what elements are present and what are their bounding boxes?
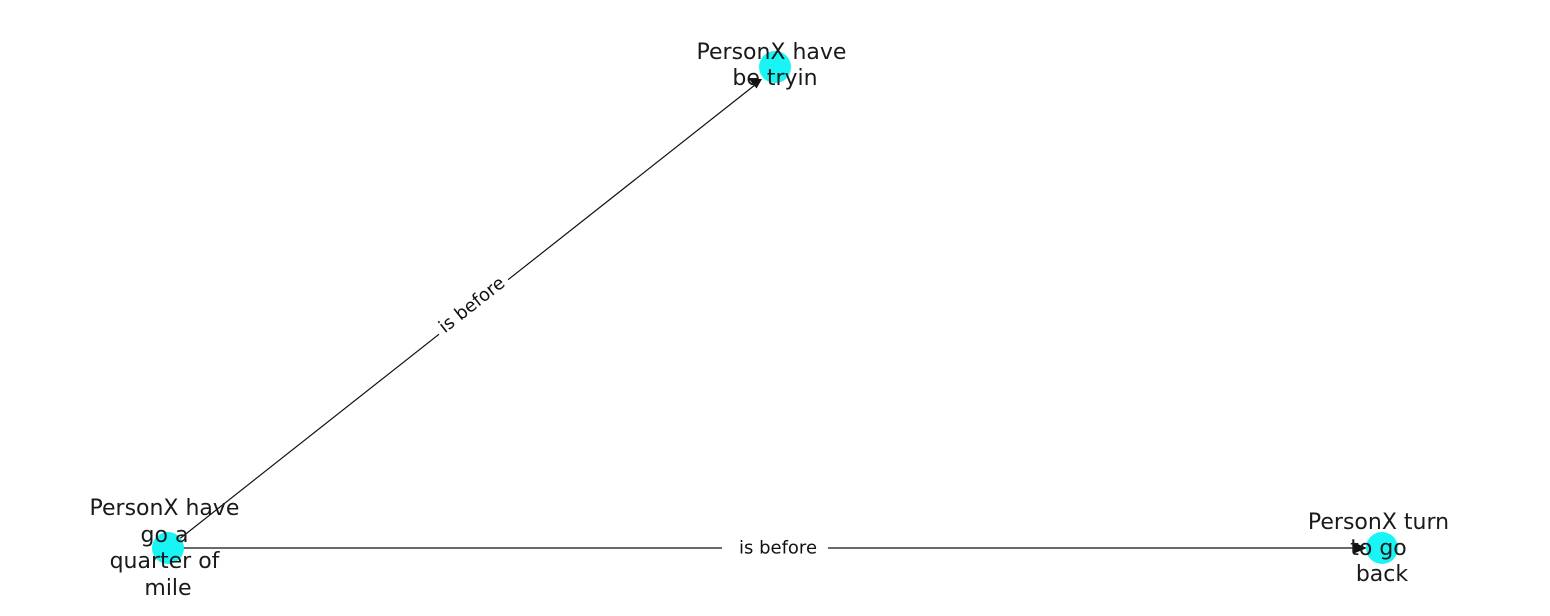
node-n1: PersonX have go a quarter of mile bbox=[90, 496, 247, 601]
edge-n1-n3: is before bbox=[168, 534, 1367, 562]
node-circle bbox=[152, 532, 184, 564]
node-circle bbox=[759, 51, 791, 83]
node-label: PersonX have go a quarter of mile bbox=[90, 496, 247, 601]
edge-label: is before bbox=[739, 538, 817, 559]
node-circle bbox=[1366, 532, 1398, 564]
node-n3: PersonX turn to go back bbox=[1308, 510, 1456, 587]
edge-label: is before bbox=[435, 273, 509, 338]
node-n2: PersonX have be tryin bbox=[697, 40, 854, 91]
arrow-head-icon bbox=[1354, 542, 1367, 554]
edge-label-group: is before bbox=[428, 266, 516, 344]
arrow-head-icon bbox=[749, 79, 762, 89]
edge-n1-n2: is before bbox=[167, 79, 762, 549]
node-label: PersonX turn to go back bbox=[1308, 510, 1456, 587]
node-label: PersonX have be tryin bbox=[697, 40, 854, 91]
